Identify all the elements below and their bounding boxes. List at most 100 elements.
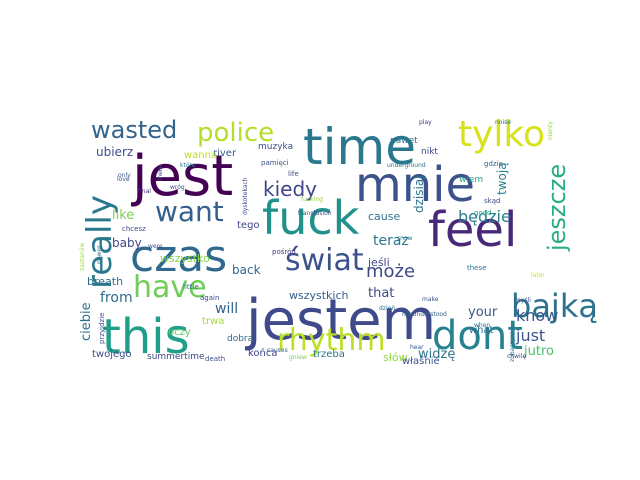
word-police: police xyxy=(197,118,274,148)
word-good: good xyxy=(474,209,491,217)
word-baby: baby xyxy=(112,236,142,250)
word-were: were xyxy=(148,243,163,250)
word-wróg: wróg xyxy=(170,184,185,191)
word-these: these xyxy=(467,264,486,272)
word-wasted: wasted xyxy=(91,116,177,144)
word-breath: breath xyxy=(87,275,123,288)
word-trwa: trwa xyxy=(202,316,224,327)
word-nienty: nienty xyxy=(547,121,554,140)
word-jutro: jutro xyxy=(523,344,554,359)
word-ubierz: ubierz xyxy=(96,145,133,159)
word-underground: underground xyxy=(387,162,426,169)
word-może: może xyxy=(366,261,415,282)
word-wszystkich: wszystkich xyxy=(289,289,349,302)
word-myśli: myśli xyxy=(515,297,531,304)
word-there: there xyxy=(157,165,164,181)
word-really: really xyxy=(80,195,120,289)
word-pamięci: pamięci xyxy=(261,159,289,167)
word-love: love xyxy=(117,176,130,183)
word-summertime: summertime xyxy=(147,352,205,362)
word-death: death xyxy=(205,355,225,363)
word-wszystko: wszystko xyxy=(160,252,210,265)
word-widzę: widzę xyxy=(418,347,455,362)
word-gdzie: gdzie xyxy=(484,160,503,168)
word-nikt: nikt xyxy=(421,147,438,157)
word-jeśli: jeśli xyxy=(367,256,390,269)
word-jeszcze: jeszcze xyxy=(543,164,571,252)
word-teraz: teraz xyxy=(373,233,409,249)
word-dzisiaj: dzisiaj xyxy=(412,175,426,213)
word-know: know xyxy=(516,306,558,325)
word-które: które xyxy=(180,162,196,169)
word-only: only xyxy=(118,172,131,179)
word-rhythm: rhythm xyxy=(277,323,386,358)
word-make: make xyxy=(422,296,439,303)
word-świat: świat xyxy=(285,243,364,278)
word-twojego: twojego xyxy=(92,349,132,360)
word-przyjdzie: przyjdzie xyxy=(98,313,106,344)
word-this: this xyxy=(102,309,190,365)
word-tego: tego xyxy=(237,220,260,231)
word-want: want xyxy=(155,195,224,228)
word-feel: feel xyxy=(428,202,517,258)
word-wanna: wanna xyxy=(184,150,217,161)
word-that: that xyxy=(368,286,394,301)
word-like: like xyxy=(112,208,134,223)
word-zobaczysz: zobaczysz xyxy=(509,331,516,362)
word-have: have xyxy=(133,270,207,305)
word-wiem: wiem xyxy=(459,175,483,185)
word-will: will xyxy=(215,301,238,317)
word-bajką: bajką xyxy=(511,287,598,325)
word-noise: noise xyxy=(495,119,511,126)
word-kiedy: kiedy xyxy=(263,177,317,201)
word-life: life xyxy=(288,170,299,178)
word-pośród: pośród xyxy=(272,248,296,256)
word-again: again xyxy=(200,294,219,302)
word-just: just xyxy=(515,326,545,345)
word-causes: causes xyxy=(267,347,288,354)
word-chwilę: chwilę xyxy=(507,353,526,360)
word-nawet: nawet xyxy=(390,136,418,146)
word-river: river xyxy=(213,148,237,159)
word-back: back xyxy=(232,263,261,277)
word-zastanów: zastanów xyxy=(79,243,86,271)
word-cause: cause xyxy=(368,210,400,223)
word-czas: czas xyxy=(130,231,227,282)
word-jestem: jestem xyxy=(244,288,436,353)
word-słów: słów xyxy=(383,351,408,364)
word-snow: snow xyxy=(397,235,413,242)
word-from: from xyxy=(100,290,133,306)
word-skąd: skąd xyxy=(484,197,500,205)
word-oczy: oczy xyxy=(168,327,191,338)
word-little: little xyxy=(183,283,199,291)
word-fucking: fucking xyxy=(301,196,323,203)
word-time: time xyxy=(303,118,416,176)
word-play: play xyxy=(419,119,432,126)
word-właśnie: właśnie xyxy=(402,355,440,367)
word-final: final xyxy=(138,188,151,195)
word-dzień: dzień xyxy=(379,305,395,312)
word-when: when xyxy=(474,322,490,329)
word-your: your xyxy=(468,305,498,320)
word-będzie: będzie xyxy=(458,207,511,226)
word-misunderstood: misunderstood xyxy=(402,311,447,318)
word-muzyka: muzyka xyxy=(258,142,293,152)
word-twoją: twoją xyxy=(495,162,509,195)
word-dobra: dobra xyxy=(227,334,253,344)
word-chcesz: chcesz xyxy=(122,225,146,233)
word-later: later xyxy=(531,272,545,279)
word-ciebie: ciebie xyxy=(79,302,94,341)
word-trzeba: trzeba xyxy=(313,349,345,360)
word-what: what xyxy=(469,325,494,336)
word-transfusion: transfusion xyxy=(298,210,332,217)
word-dyskotekach: dyskotekach xyxy=(242,177,249,215)
word-tylko: tylko xyxy=(458,114,545,155)
word-power: power xyxy=(96,245,103,264)
word-dont: dont xyxy=(432,313,523,359)
word-fuck: fuck xyxy=(262,191,360,245)
word-gniew: gniew xyxy=(289,354,307,361)
word-hear: hear xyxy=(410,344,424,351)
word-końca: końca xyxy=(248,347,278,359)
word-mnie: mnie xyxy=(355,157,475,213)
